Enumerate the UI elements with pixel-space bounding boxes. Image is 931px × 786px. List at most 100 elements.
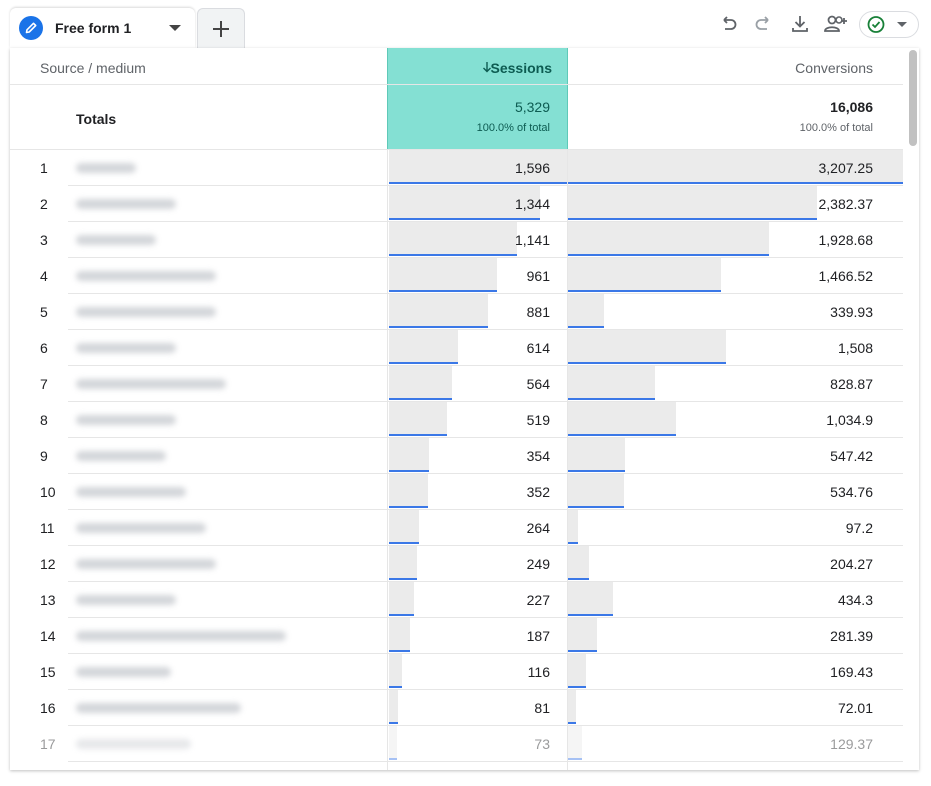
row-line (10, 149, 903, 150)
sessions-bar (389, 618, 410, 652)
conversions-value: 2,382.37 (818, 196, 874, 212)
sessions-value: 264 (526, 520, 550, 536)
conversions-bar (568, 654, 586, 688)
conversions-bar (568, 366, 655, 400)
conversions-value: 1,508 (837, 340, 873, 356)
download-button[interactable] (788, 12, 812, 36)
conversions-value: 434.3 (837, 592, 873, 608)
blurred-dimension (76, 343, 176, 353)
sessions-bar (389, 258, 497, 292)
row-line (68, 401, 903, 402)
conversions-bar (568, 546, 590, 580)
conversions-value: 1,466.52 (818, 268, 874, 284)
conversions-value: 281.39 (830, 628, 873, 644)
row-index: 11 (40, 520, 55, 536)
sessions-bar (389, 294, 488, 328)
blurred-dimension (76, 559, 216, 569)
status-button[interactable] (859, 11, 919, 39)
conversions-value: 169.43 (830, 664, 873, 680)
row-index: 14 (40, 628, 56, 644)
blurred-dimension (76, 199, 176, 209)
blurred-dimension (76, 415, 176, 425)
sessions-bar (389, 438, 429, 472)
conversions-value: 1,928.68 (818, 232, 874, 248)
row-index: 5 (40, 304, 48, 320)
share-button[interactable] (822, 12, 850, 36)
blurred-dimension (76, 451, 166, 461)
sort-arrow[interactable] (482, 61, 492, 73)
sessions-bar (389, 510, 419, 544)
blurred-dimension (76, 703, 241, 713)
conversions-bar (568, 402, 677, 436)
sessions-value: 564 (526, 376, 550, 392)
row-index: 8 (40, 412, 48, 428)
sessions-value: 961 (526, 268, 550, 284)
blurred-dimension (76, 487, 186, 497)
column-divider (387, 149, 388, 770)
header-label: Conversions (795, 60, 873, 76)
conversions-value: 3,207.25 (818, 160, 874, 176)
sessions-value: 614 (526, 340, 550, 356)
row-line (68, 473, 903, 474)
sessions-value: 187 (526, 628, 550, 644)
conversions-value: 204.27 (830, 556, 873, 572)
conversions-value: 547.42 (830, 448, 873, 464)
conversions-bar (568, 258, 722, 292)
row-line (68, 617, 903, 618)
row-index: 13 (40, 592, 56, 608)
totals-value: 16,086 (830, 99, 873, 115)
blurred-dimension (76, 595, 176, 605)
blurred-dimension (76, 667, 171, 677)
row-line (68, 545, 903, 546)
sessions-value: 352 (526, 484, 550, 500)
row-line (68, 437, 903, 438)
sessions-bar (389, 474, 429, 508)
add-tab-button[interactable] (197, 8, 245, 48)
row-line (68, 221, 903, 222)
blurred-dimension (76, 523, 206, 533)
row-line (68, 257, 903, 258)
row-index: 15 (40, 664, 56, 680)
sessions-value: 354 (526, 448, 550, 464)
conversions-bar (568, 438, 626, 472)
tab-menu-arrow[interactable] (168, 24, 182, 32)
row-line (68, 293, 903, 294)
blurred-dimension (76, 271, 216, 281)
undo-button[interactable] (716, 12, 740, 36)
sessions-value: 227 (526, 592, 550, 608)
conversions-bar (568, 222, 770, 256)
conversions-bar (568, 186, 817, 220)
sessions-value: 1,344 (514, 196, 550, 212)
conversions-bar (568, 582, 614, 616)
row-index: 6 (40, 340, 48, 356)
table-panel: Source / medium Sessions Conversions Totals… (10, 48, 919, 770)
row-index: 16 (40, 700, 56, 716)
conversions-bar (568, 510, 579, 544)
conversions-bar (568, 330, 726, 364)
row-index: 4 (40, 268, 48, 284)
sessions-bar (389, 150, 568, 184)
sessions-value: 116 (527, 664, 550, 680)
blurred-dimension (76, 631, 286, 641)
row-index: 12 (40, 556, 56, 572)
totals-label: Totals (76, 111, 117, 127)
tab[interactable]: Free form 1 (10, 8, 195, 48)
redo-button[interactable] (752, 12, 776, 36)
row-line (68, 509, 903, 510)
row-index: 7 (40, 376, 48, 392)
sessions-value: 1,141 (514, 232, 550, 248)
sessions-bar (389, 186, 540, 220)
row-line (68, 581, 903, 582)
row-line (68, 653, 903, 654)
conversions-bar (568, 618, 598, 652)
blurred-dimension (76, 163, 136, 173)
conversions-bar (568, 294, 604, 328)
totals-value: 5,329 (514, 99, 550, 115)
sessions-bar (389, 366, 453, 400)
conversions-bar (568, 150, 903, 184)
sessions-bar (389, 330, 458, 364)
totals-share: 100.0% of total (799, 122, 873, 134)
row-index: 17 (40, 736, 56, 752)
blurred-dimension (76, 739, 191, 749)
